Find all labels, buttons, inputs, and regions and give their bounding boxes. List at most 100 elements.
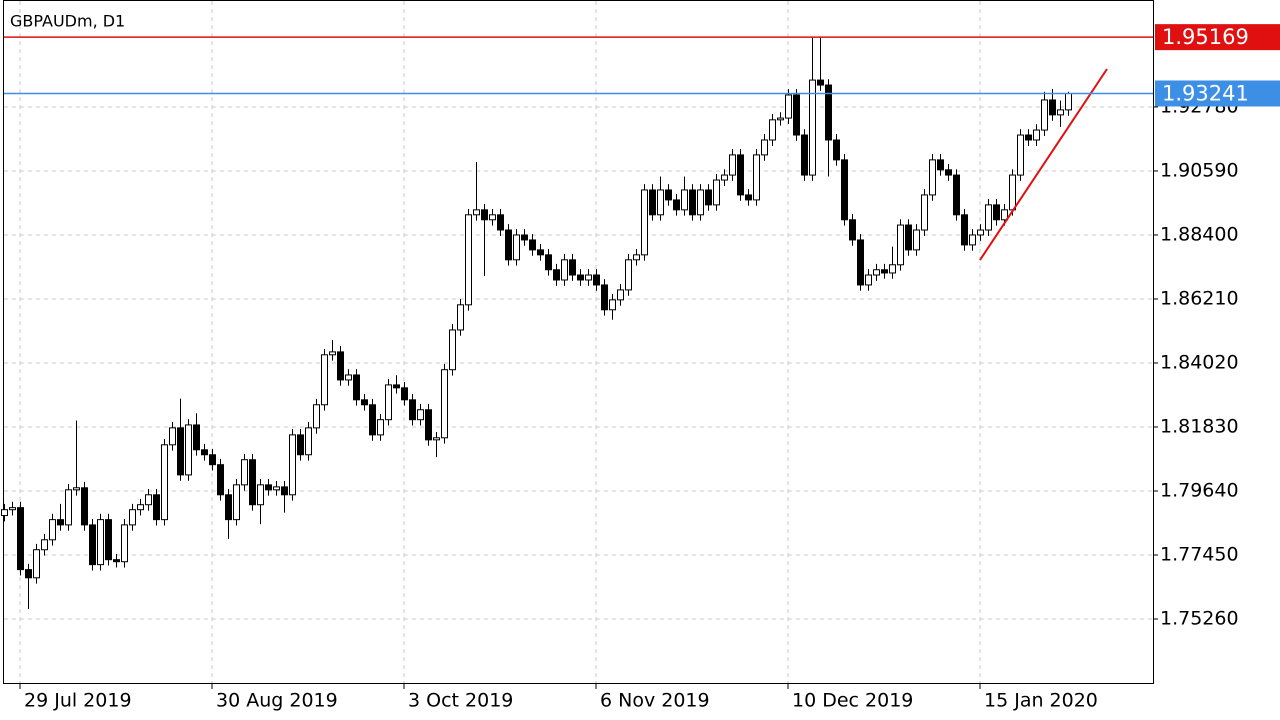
y-tick-label: 1.90590 <box>1160 159 1239 181</box>
candle-body <box>209 454 216 466</box>
candle-body <box>241 459 248 486</box>
candle-body <box>537 249 544 256</box>
candle-body <box>353 374 360 401</box>
y-tick-label: 1.86210 <box>1160 287 1239 309</box>
x-tick-label: 30 Aug 2019 <box>216 690 338 712</box>
candle-body <box>521 234 528 241</box>
candle-body <box>745 194 752 201</box>
axes: 1.75260 1.77450 1.79640 1.81830 1.84020 1.862… <box>4 24 1280 712</box>
candle-body <box>81 487 88 526</box>
candle-body <box>761 139 768 156</box>
candles <box>1 37 1072 610</box>
candle-body <box>257 484 264 506</box>
candle-body <box>697 189 704 216</box>
candle-body <box>217 464 224 496</box>
candle-body <box>9 507 16 511</box>
candle-body <box>345 374 352 381</box>
candle-body <box>65 489 72 526</box>
candle-body <box>329 351 336 356</box>
candle-body <box>153 494 160 521</box>
candle-body <box>73 487 80 491</box>
candle-body <box>185 424 192 476</box>
candle-body <box>473 209 480 216</box>
candle-body <box>17 507 24 571</box>
price-box-label: 1.93241 <box>1162 81 1249 105</box>
candle-body <box>417 409 424 421</box>
candle-body <box>129 509 136 526</box>
candle-body <box>641 189 648 256</box>
candle-body <box>689 189 696 216</box>
price-box <box>1155 80 1280 107</box>
candle-body <box>817 79 824 86</box>
candle-body <box>673 199 680 211</box>
candle-body <box>897 224 904 266</box>
candle-body <box>553 269 560 281</box>
candle-body <box>393 384 400 389</box>
candle-body <box>377 419 384 436</box>
candle-body <box>297 434 304 456</box>
candle-body <box>545 254 552 271</box>
candle-body <box>609 299 616 311</box>
x-tick-label: 10 Dec 2019 <box>792 690 913 712</box>
candle-body <box>649 189 656 216</box>
candle-body <box>753 154 760 201</box>
candle-body <box>1065 93 1072 111</box>
candle-body <box>25 569 32 579</box>
candle-body <box>337 351 344 381</box>
plot-frame <box>3 0 1154 684</box>
candle-body <box>617 289 624 301</box>
y-tick-label: 1.79640 <box>1160 479 1239 501</box>
candle-body <box>1033 129 1040 141</box>
candle-body <box>833 139 840 161</box>
candle-body <box>425 409 432 441</box>
candle-body <box>881 269 888 274</box>
candle-body <box>201 449 208 456</box>
candle-body <box>121 524 128 563</box>
candle-body <box>993 204 1000 221</box>
candle-body <box>1001 209 1008 221</box>
candle-body <box>665 189 672 201</box>
candle-body <box>809 79 816 176</box>
candle-body <box>105 519 112 561</box>
candle-body <box>433 437 440 441</box>
candle-body <box>225 494 232 521</box>
candle-body <box>889 264 896 274</box>
trend-line <box>979 68 1108 261</box>
candle-body <box>497 214 504 231</box>
candle-body <box>625 259 632 291</box>
candle-body <box>657 189 664 216</box>
candle-body <box>177 427 184 476</box>
candle-body <box>849 219 856 241</box>
candle-body <box>585 274 592 281</box>
candle-body <box>577 274 584 281</box>
candle-body <box>945 169 952 176</box>
candle-body <box>769 119 776 141</box>
candle-body <box>1049 99 1056 116</box>
candle-body <box>681 189 688 211</box>
candle-body <box>321 354 328 406</box>
x-tick-label: 15 Jan 2020 <box>984 690 1098 712</box>
candle-body <box>793 94 800 136</box>
candle-body <box>161 444 168 521</box>
candle-body <box>409 399 416 421</box>
candle-body <box>193 424 200 451</box>
y-tick-label: 1.84020 <box>1160 351 1239 373</box>
candle-body <box>937 159 944 171</box>
candle-body <box>137 504 144 511</box>
candle-body <box>481 209 488 221</box>
candle-body <box>913 229 920 251</box>
price-box-label: 1.95169 <box>1162 25 1249 49</box>
candle-body <box>281 486 288 496</box>
candle-body <box>737 154 744 196</box>
candle-body <box>369 404 376 436</box>
x-tick-label: 6 Nov 2019 <box>600 690 710 712</box>
candle-body <box>145 494 152 506</box>
candle-body <box>1009 174 1016 211</box>
candle-body <box>825 84 832 141</box>
candle-body <box>865 274 872 286</box>
candle-body <box>457 304 464 331</box>
x-tick-label: 3 Oct 2019 <box>408 690 513 712</box>
candle-body <box>89 524 96 566</box>
